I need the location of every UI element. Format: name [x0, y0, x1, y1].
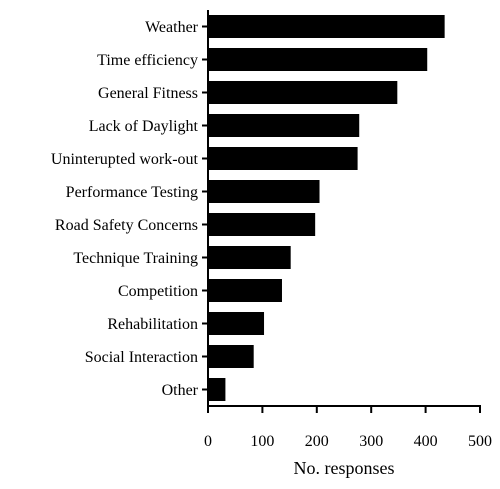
bar-8	[208, 279, 282, 302]
x-tick-label-2: 200	[305, 433, 329, 450]
category-label-0: Weather	[145, 19, 199, 36]
x-tick-label-5: 500	[468, 433, 492, 450]
x-tick-label-0: 0	[204, 433, 212, 450]
bar-5	[208, 180, 320, 203]
bar-1	[208, 48, 428, 71]
category-label-10: Social Interaction	[85, 349, 198, 366]
category-label-5: Performance Testing	[66, 184, 198, 201]
category-label-3: Lack of Daylight	[89, 118, 199, 135]
category-label-4: Uninterupted work-out	[51, 151, 199, 168]
bar-6	[208, 213, 316, 236]
x-tick-label-3: 300	[359, 433, 383, 450]
bar-11	[208, 378, 226, 401]
x-tick-label-4: 400	[414, 433, 438, 450]
bar-0	[208, 15, 445, 38]
bar-7	[208, 246, 291, 269]
bar-2	[208, 81, 398, 104]
bar-9	[208, 312, 265, 335]
category-label-2: General Fitness	[98, 85, 198, 102]
bar-10	[208, 345, 254, 368]
category-label-8: Competition	[118, 283, 198, 300]
bar-3	[208, 114, 360, 137]
x-axis-title: No. responses	[294, 458, 395, 478]
category-labels: Weather Time efficiency General Fitness Lac…	[51, 19, 208, 399]
category-label-7: Technique Training	[73, 250, 198, 267]
category-label-9: Rehabilitation	[107, 316, 198, 333]
bars-group	[208, 15, 445, 401]
category-label-1: Time efficiency	[97, 52, 198, 69]
x-tick-label-1: 100	[250, 433, 274, 450]
category-label-6: Road Safety Concerns	[55, 217, 198, 234]
x-ticks: 0 100 200 300 400 500	[204, 406, 492, 450]
bar-4	[208, 147, 358, 170]
category-label-11: Other	[162, 382, 199, 399]
